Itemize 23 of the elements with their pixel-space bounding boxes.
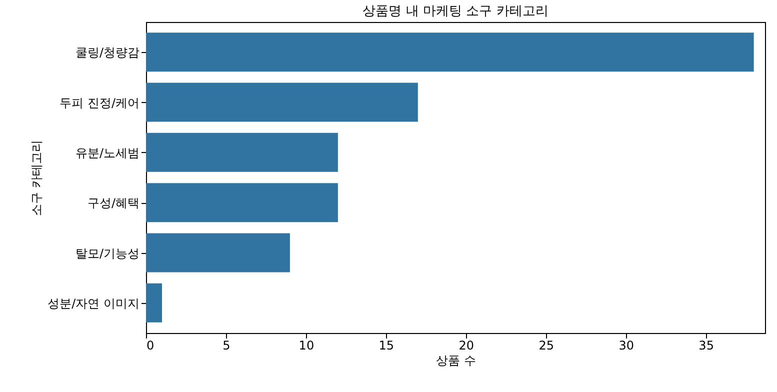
x-tick-label: 0 [146, 338, 154, 352]
y-tick-label: 유분/노세범 [75, 146, 140, 160]
y-tick-label: 성분/자연 이미지 [48, 296, 140, 310]
x-axis-title: 상품 수 [436, 354, 476, 368]
y-tick-label: 쿨링/청량감 [75, 46, 140, 60]
bar [146, 183, 338, 222]
bar [146, 233, 290, 272]
x-tick-label: 15 [378, 338, 394, 352]
bar [146, 132, 338, 172]
x-tick-label: 35 [698, 338, 714, 352]
x-tick-label: 30 [618, 338, 634, 352]
x-tick-label: 10 [298, 338, 314, 352]
chart-title: 상품명 내 마케팅 소구 카테고리 [362, 4, 548, 19]
x-tick-label: 25 [538, 338, 554, 352]
bar [146, 82, 418, 122]
bar [146, 32, 754, 72]
y-tick-label: 탈모/기능성 [75, 246, 140, 260]
x-tick-label: 5 [222, 338, 230, 352]
x-tick-label: 20 [458, 338, 474, 352]
y-axis-title: 소구 카테고리 [30, 140, 44, 216]
y-tick-label: 구성/혜택 [87, 196, 140, 210]
y-tick-label: 두피 진정/케어 [60, 96, 140, 110]
bar [146, 283, 162, 322]
